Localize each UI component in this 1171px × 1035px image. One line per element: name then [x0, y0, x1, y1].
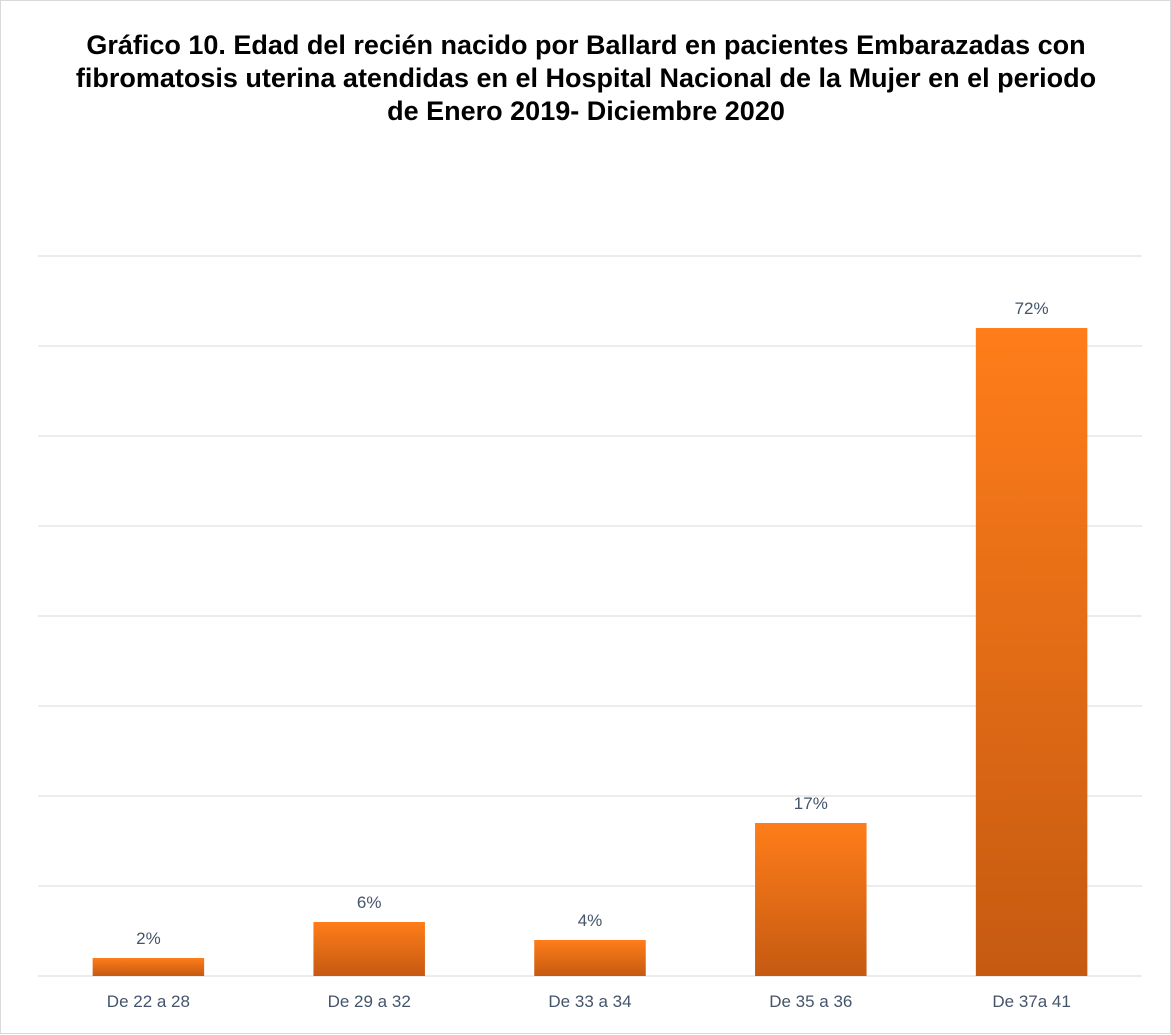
data-label: 2%	[136, 929, 161, 948]
x-tick-label: De 33 a 34	[548, 992, 631, 1011]
bars	[92, 328, 1088, 976]
x-tick-label: De 22 a 28	[107, 992, 190, 1011]
data-label: 72%	[1015, 299, 1049, 318]
gridlines	[38, 255, 1142, 977]
chart-title: Gráfico 10. Edad del recién nacido por B…	[75, 30, 1097, 126]
data-labels: 2% 6% 4% 17% 72%	[136, 299, 1049, 948]
data-label: 4%	[578, 911, 603, 930]
x-tick-label: De 35 a 36	[769, 992, 852, 1011]
x-tick-labels: De 22 a 28 De 29 a 32 De 33 a 34 De 35 a 36…	[107, 992, 1071, 1011]
data-label: 6%	[357, 893, 382, 912]
bar	[534, 940, 646, 976]
bar	[755, 823, 867, 976]
data-label: 17%	[794, 794, 828, 813]
x-tick-label: De 29 a 32	[328, 992, 411, 1011]
bar	[313, 922, 425, 976]
x-tick-label: De 37a 41	[992, 992, 1070, 1011]
bar	[92, 958, 205, 976]
bar	[975, 328, 1088, 976]
